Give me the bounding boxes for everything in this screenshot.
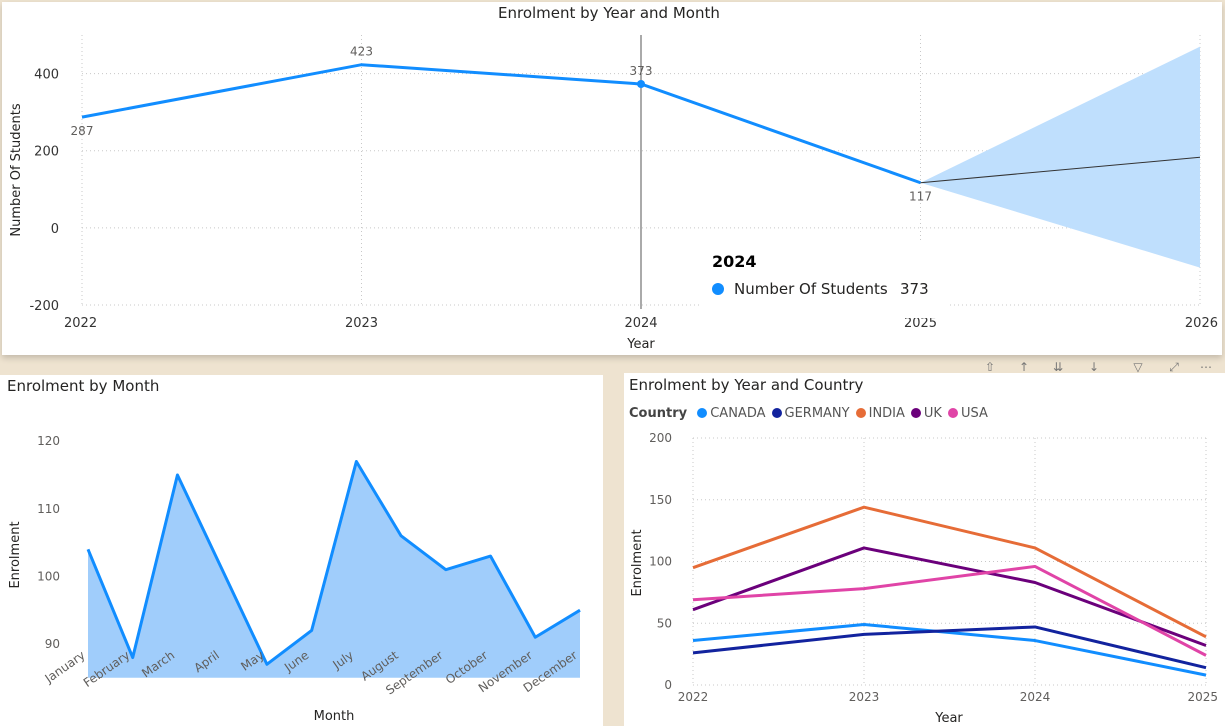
y-axis-title: Enrolment — [630, 529, 645, 596]
highlighted-point — [637, 79, 645, 88]
y-tick-label: 50 — [657, 616, 672, 630]
expand-all-icon[interactable]: ⇊ — [1052, 360, 1064, 373]
x-tick-label: 2023 — [849, 690, 880, 704]
y-tick-label: 100 — [649, 555, 672, 569]
forecast-line-chart-panel[interactable]: Enrolment by Year and Month 400 200 0 -200 2… — [2, 2, 1222, 355]
y-tick-label: 100 — [37, 569, 60, 583]
y-axis-title: Number Of Students — [9, 103, 24, 236]
series-line-usa — [692, 564, 1207, 657]
y-axis-title: Enrolment — [8, 521, 23, 588]
y-tick-label: 0 — [51, 222, 59, 237]
tooltip-value: 373 — [900, 280, 929, 298]
tooltip-series-dot — [712, 283, 724, 295]
tooltip-series-label: Number Of Students — [734, 280, 888, 298]
forecast-line-chart[interactable]: 400 200 0 -200 2022 2023 2024 2025 2026 Year Numbe… — [2, 2, 1222, 355]
tooltip-header: 2024 — [712, 252, 757, 271]
legend-label: CANADA — [710, 406, 766, 421]
x-axis-title: Year — [934, 711, 963, 726]
series-line-india — [692, 505, 1207, 639]
chart-title: Enrolment by Year and Month — [498, 4, 720, 22]
legend-dot — [910, 408, 921, 418]
legend-item-canada[interactable]: CANADA — [697, 406, 766, 421]
area-fill — [88, 461, 580, 678]
series-line-canada — [692, 622, 1207, 677]
data-label: 117 — [909, 190, 932, 204]
legend-dot — [855, 408, 866, 418]
x-axis-title: Year — [626, 337, 655, 352]
data-tooltip: 2024 Number Of Students 373 — [700, 242, 950, 318]
chart-legend: Country CANADA GERMANY INDIA UK USA — [629, 406, 994, 421]
legend-label: GERMANY — [784, 406, 850, 421]
x-tick-label: 2025 — [1187, 690, 1218, 704]
y-tick-label: 200 — [34, 145, 59, 160]
y-tick-label: 200 — [649, 431, 672, 445]
pin-icon[interactable]: ⇧ — [984, 360, 996, 373]
y-tick-label: 400 — [34, 68, 59, 83]
data-label: 373 — [630, 64, 653, 78]
y-tick-label: 0 — [664, 678, 672, 692]
y-tick-label: 90 — [45, 637, 60, 651]
legend-dot — [771, 408, 782, 418]
series-line-germany — [692, 625, 1207, 670]
legend-dot — [697, 408, 708, 418]
more-options-icon[interactable]: ⋯ — [1200, 360, 1212, 373]
legend-label: USA — [960, 406, 988, 421]
drill-up-icon[interactable]: ↑ — [1018, 360, 1030, 373]
x-tick-label: 2024 — [624, 316, 657, 331]
chart-title: Enrolment by Month — [7, 377, 160, 395]
y-tick-label: -200 — [29, 299, 59, 314]
legend-item-usa[interactable]: USA — [947, 406, 988, 421]
legend-item-india[interactable]: INDIA — [855, 406, 905, 421]
x-tick-label: 2022 — [64, 316, 97, 331]
forecast-confidence-band — [920, 46, 1200, 268]
drill-down-icon[interactable]: ↓ — [1088, 360, 1100, 373]
visual-header-toolbar: ⇧ ↑ ⇊ ↓ ▽ ⤢ ⋯ — [978, 359, 1225, 373]
chart-title: Enrolment by Year and Country — [629, 376, 864, 394]
x-tick-label: 2022 — [678, 690, 709, 704]
legend-label: UK — [923, 406, 942, 421]
x-tick-label: January — [42, 648, 88, 686]
series-line-uk — [692, 546, 1207, 647]
country-line-chart-panel[interactable]: Enrolment by Year and Country Country CA… — [624, 373, 1225, 726]
monthly-area-chart-panel[interactable]: Enrolment by Month 120 110 100 90 January Feb… — [0, 375, 603, 726]
legend-item-uk[interactable]: UK — [910, 406, 942, 421]
forecast-line — [920, 156, 1201, 184]
legend-label: INDIA — [868, 406, 905, 421]
legend-title: Country — [629, 406, 688, 421]
legend-item-germany[interactable]: GERMANY — [771, 406, 850, 421]
x-tick-label: 2026 — [1185, 316, 1218, 331]
data-label: 423 — [350, 45, 373, 59]
data-label: 287 — [71, 124, 94, 138]
x-tick-label: 2023 — [345, 316, 378, 331]
focus-mode-icon[interactable]: ⤢ — [1169, 360, 1179, 373]
area-line — [86, 459, 581, 666]
series-line — [81, 63, 921, 185]
x-axis-title: Month — [314, 709, 355, 724]
y-tick-label: 150 — [649, 493, 672, 507]
x-tick-label: 2025 — [904, 316, 937, 331]
y-tick-label: 110 — [37, 502, 60, 516]
y-tick-label: 120 — [37, 434, 60, 448]
legend-dot — [947, 408, 958, 418]
filter-icon[interactable]: ▽ — [1133, 360, 1143, 373]
x-tick-label: 2024 — [1020, 690, 1051, 704]
